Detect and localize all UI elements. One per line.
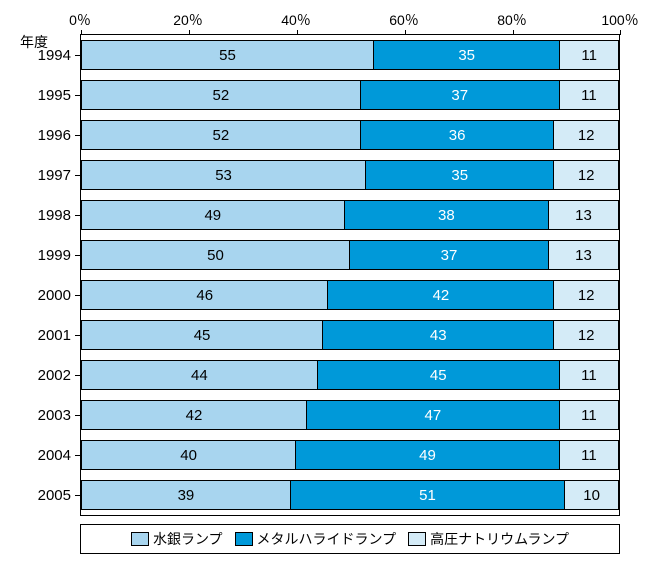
y-axis-label: 2001 [23, 327, 71, 344]
bar-segment: 46 [81, 280, 328, 310]
y-axis-label: 2004 [23, 447, 71, 464]
bar-segment: 40 [81, 440, 296, 470]
bar-segment: 42 [328, 280, 554, 310]
bar-segment: 12 [554, 280, 619, 310]
bar-segment: 37 [361, 80, 560, 110]
stacked-bar: 424711 [81, 400, 619, 430]
bar-row: 2002444511 [81, 355, 619, 395]
bar-segment: 11 [560, 360, 619, 390]
x-tick-mark [620, 30, 621, 35]
bar-segment: 49 [81, 200, 345, 230]
bar-row: 2004404911 [81, 435, 619, 475]
legend-label: 高圧ナトリウムランプ [430, 529, 569, 549]
bar-row: 2000464212 [81, 275, 619, 315]
x-axis-tick-label: 100％ [601, 10, 638, 30]
bar-segment: 53 [81, 160, 366, 190]
bar-row: 2005395110 [81, 475, 619, 515]
legend-label: メタルハライドランプ [257, 529, 397, 549]
bar-segment: 35 [366, 160, 554, 190]
y-axis-label: 1994 [23, 47, 71, 64]
bar-segment: 42 [81, 400, 307, 430]
bar-row: 1999503713 [81, 235, 619, 275]
y-axis-label: 1995 [23, 87, 71, 104]
stacked-bar: 454312 [81, 320, 619, 350]
bar-segment: 11 [560, 400, 619, 430]
x-axis-tick-label: 60％ [389, 10, 419, 30]
y-axis-label: 1996 [23, 127, 71, 144]
bar-segment: 45 [81, 320, 323, 350]
legend-item: 水銀ランプ [131, 529, 223, 549]
y-axis-label: 1997 [23, 167, 71, 184]
x-axis: 0％20％40％60％80％100％ [80, 10, 645, 34]
bar-segment: 52 [81, 80, 361, 110]
bar-row: 1997533512 [81, 155, 619, 195]
stacked-bar-chart: 年度 0％20％40％60％80％100％ 199455351119955237… [10, 10, 645, 554]
x-axis-tick-label: 40％ [281, 10, 311, 30]
y-axis-label: 2005 [23, 487, 71, 504]
bar-segment: 12 [554, 320, 619, 350]
bar-segment: 36 [361, 120, 555, 150]
bar-segment: 39 [81, 480, 291, 510]
stacked-bar: 444511 [81, 360, 619, 390]
y-axis-label: 2002 [23, 367, 71, 384]
bar-segment: 35 [374, 40, 560, 70]
x-axis-tick-label: 0％ [69, 10, 91, 30]
bar-segment: 12 [554, 120, 619, 150]
x-axis-tick-label: 20％ [173, 10, 203, 30]
stacked-bar: 395110 [81, 480, 619, 510]
x-axis-tick-label: 80％ [497, 10, 527, 30]
legend-label: 水銀ランプ [153, 529, 223, 549]
bar-row: 1995523711 [81, 75, 619, 115]
stacked-bar: 533512 [81, 160, 619, 190]
bar-segment: 13 [549, 200, 619, 230]
bar-segment: 44 [81, 360, 318, 390]
legend-swatch [235, 532, 253, 546]
legend-item: 高圧ナトリウムランプ [408, 529, 569, 549]
bar-segment: 50 [81, 240, 350, 270]
bar-segment: 12 [554, 160, 619, 190]
stacked-bar: 523711 [81, 80, 619, 110]
legend-item: メタルハライドランプ [235, 529, 397, 549]
y-axis-label: 1999 [23, 247, 71, 264]
plot-area: 1994553511199552371119965236121997533512… [80, 34, 620, 516]
bar-segment: 55 [81, 40, 374, 70]
bar-segment: 11 [560, 40, 619, 70]
bar-row: 1994553511 [81, 35, 619, 75]
bar-segment: 11 [560, 80, 619, 110]
bar-segment: 51 [291, 480, 565, 510]
stacked-bar: 464212 [81, 280, 619, 310]
bar-row: 1996523612 [81, 115, 619, 155]
stacked-bar: 493813 [81, 200, 619, 230]
stacked-bar: 523612 [81, 120, 619, 150]
bar-segment: 43 [323, 320, 554, 350]
bar-row: 2003424711 [81, 395, 619, 435]
legend: 水銀ランプ メタルハライドランプ 高圧ナトリウムランプ [80, 524, 620, 554]
bar-row: 2001454312 [81, 315, 619, 355]
legend-swatch [131, 532, 149, 546]
bar-segment: 45 [318, 360, 560, 390]
bar-segment: 52 [81, 120, 361, 150]
bar-row: 1998493813 [81, 195, 619, 235]
bar-segment: 37 [350, 240, 549, 270]
bar-segment: 11 [560, 440, 619, 470]
y-axis-label: 2003 [23, 407, 71, 424]
bar-segment: 49 [296, 440, 560, 470]
bar-segment: 10 [565, 480, 619, 510]
stacked-bar: 404911 [81, 440, 619, 470]
bar-segment: 47 [307, 400, 560, 430]
y-axis-label: 1998 [23, 207, 71, 224]
bar-segment: 38 [345, 200, 549, 230]
legend-swatch [408, 532, 426, 546]
stacked-bar: 553511 [81, 40, 619, 70]
bar-segment: 13 [549, 240, 619, 270]
stacked-bar: 503713 [81, 240, 619, 270]
y-axis-label: 2000 [23, 287, 71, 304]
